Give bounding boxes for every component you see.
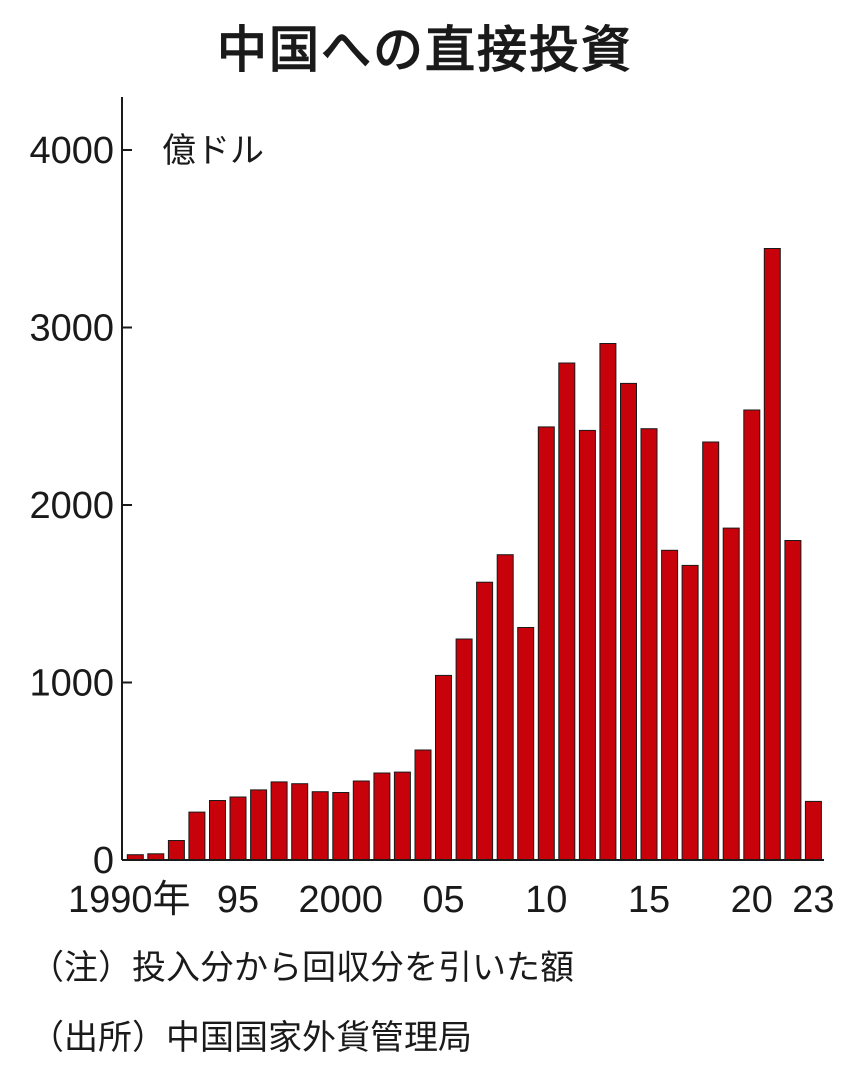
x-tick-label: 23 bbox=[792, 879, 834, 921]
y-tick-label: 3000 bbox=[29, 308, 114, 350]
bar-2014 bbox=[620, 382, 637, 861]
bar-2019 bbox=[722, 527, 740, 861]
y-axis-unit-label: 億ドル bbox=[162, 131, 264, 171]
bar-1998 bbox=[291, 783, 309, 861]
y-tick-label: 4000 bbox=[29, 130, 114, 172]
bar-2006 bbox=[455, 638, 473, 861]
y-ticks-group: 0 1000 2000 3000 4000 bbox=[29, 130, 132, 882]
bars-group bbox=[126, 248, 822, 861]
bar-2000 bbox=[332, 792, 350, 861]
x-tick-label: 10 bbox=[525, 879, 567, 921]
bar-2022 bbox=[784, 540, 802, 861]
bar-2008 bbox=[496, 554, 514, 861]
bar-2005 bbox=[435, 674, 452, 861]
bar-2007 bbox=[476, 581, 494, 861]
y-tick-label: 1000 bbox=[29, 663, 114, 705]
bar-2023 bbox=[804, 800, 822, 861]
x-tick-label: 95 bbox=[217, 879, 259, 921]
chart-note: （注）投入分から回収分を引いた額 bbox=[30, 948, 574, 988]
y-tick-label: 2000 bbox=[29, 485, 114, 527]
x-ticks-group: 1990年 95 2000 05 10 15 20 23 bbox=[68, 879, 835, 921]
x-tick-label: 2000 bbox=[299, 879, 384, 921]
bar-2004 bbox=[414, 749, 432, 861]
bar-2017 bbox=[681, 564, 699, 861]
chart-source: （出所）中国国家外貨管理局 bbox=[30, 1018, 472, 1058]
bar-2013 bbox=[599, 343, 617, 861]
bar-1994 bbox=[209, 800, 226, 861]
bar-1993 bbox=[188, 811, 206, 861]
bar-2010 bbox=[537, 426, 555, 861]
bar-2002 bbox=[373, 772, 391, 861]
bar-2020 bbox=[743, 409, 761, 861]
bar-2003 bbox=[393, 771, 411, 861]
bar-2011 bbox=[558, 362, 576, 861]
x-tick-label: 05 bbox=[422, 879, 464, 921]
bar-1996 bbox=[250, 789, 268, 861]
y-tick-label: 0 bbox=[93, 840, 114, 882]
bar-2001 bbox=[352, 780, 370, 861]
bar-1995 bbox=[229, 796, 247, 861]
bar-2018 bbox=[702, 441, 720, 861]
bar-1997 bbox=[270, 781, 288, 861]
bar-1992 bbox=[167, 840, 185, 861]
bar-2009 bbox=[517, 627, 535, 861]
x-tick-label: 15 bbox=[628, 879, 670, 921]
bar-2012 bbox=[578, 429, 596, 861]
bar-1999 bbox=[311, 791, 329, 861]
x-tick-label: 20 bbox=[731, 879, 773, 921]
chart-title: 中国への直接投資 bbox=[217, 21, 633, 79]
x-tick-label: 1990年 bbox=[68, 879, 191, 921]
bar-2016 bbox=[661, 549, 679, 861]
bar-2015 bbox=[640, 428, 658, 861]
bar-2021 bbox=[763, 248, 781, 861]
